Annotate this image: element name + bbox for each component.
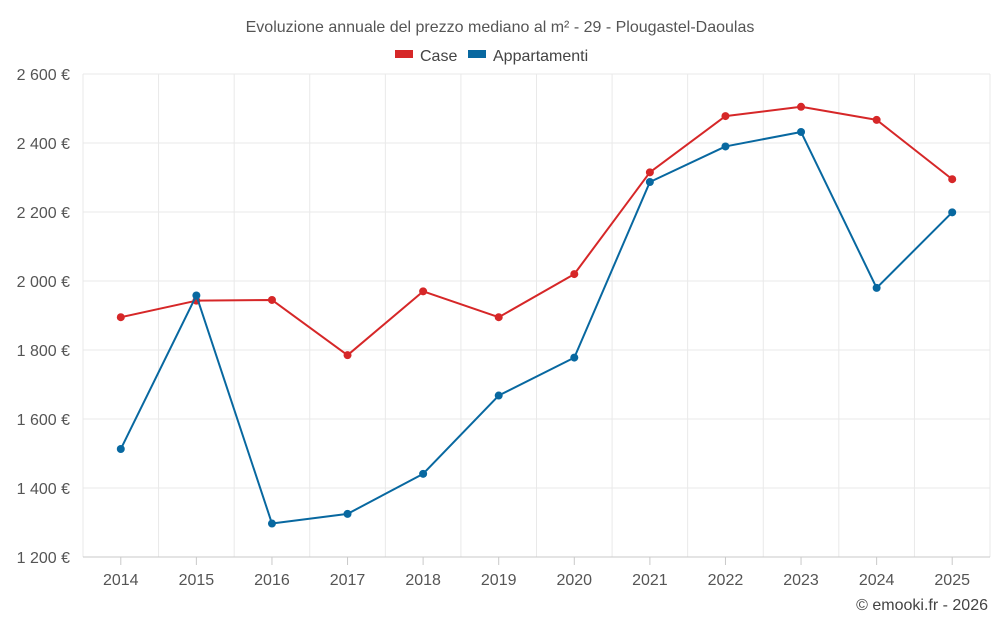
data-point-appartamenti-2022[interactable]	[721, 142, 730, 151]
data-point-appartamenti-2025[interactable]	[948, 208, 957, 217]
data-point-case-2019[interactable]	[494, 313, 503, 322]
x-tick-label: 2021	[632, 572, 668, 589]
series-appartamenti	[116, 127, 957, 528]
data-point-appartamenti-2024[interactable]	[872, 283, 881, 292]
y-tick-label: 2 000 €	[17, 274, 70, 291]
series-line-case	[120, 105, 953, 357]
x-axis-ticks: 2014 2015 2016 2017 2018 2019 2020 2021 2022 2023…	[103, 557, 970, 589]
series-case	[116, 102, 957, 360]
data-point-case-2021[interactable]	[645, 168, 654, 177]
x-tick-label: 2025	[934, 572, 970, 589]
data-point-appartamenti-2016[interactable]	[267, 519, 276, 528]
data-point-case-2017[interactable]	[343, 351, 352, 360]
data-point-appartamenti-2017[interactable]	[343, 509, 352, 518]
x-tick-label: 2015	[179, 572, 215, 589]
legend: Case Appartamenti	[395, 48, 588, 65]
data-point-case-2024[interactable]	[872, 115, 881, 124]
data-point-case-2022[interactable]	[721, 112, 730, 121]
x-tick-label: 2014	[103, 572, 139, 589]
data-point-appartamenti-2015[interactable]	[192, 291, 201, 300]
data-point-case-2016[interactable]	[267, 295, 276, 304]
data-point-case-2023[interactable]	[797, 102, 806, 111]
x-tick-label: 2023	[783, 572, 819, 589]
legend-label-appartamenti: Appartamenti	[493, 48, 588, 65]
legend-label-case: Case	[420, 48, 457, 65]
y-tick-label: 2 200 €	[17, 205, 70, 222]
y-tick-label: 1 200 €	[17, 550, 70, 567]
y-tick-label: 2 600 €	[17, 67, 70, 84]
x-tick-label: 2018	[405, 572, 441, 589]
y-tick-label: 2 400 €	[17, 136, 70, 153]
legend-swatch-appartamenti	[468, 50, 486, 58]
x-tick-label: 2020	[556, 572, 592, 589]
legend-item-appartamenti[interactable]: Appartamenti	[468, 48, 588, 65]
series-line-appartamenti	[119, 130, 953, 525]
x-gridlines	[82, 74, 991, 557]
data-point-appartamenti-2014[interactable]	[116, 445, 125, 454]
data-point-case-2014[interactable]	[116, 313, 125, 322]
data-point-appartamenti-2021[interactable]	[645, 177, 654, 186]
x-tick-label: 2022	[708, 572, 744, 589]
y-tick-label: 1 800 €	[17, 343, 70, 360]
legend-swatch-case	[395, 50, 413, 58]
y-tick-label: 1 600 €	[17, 412, 70, 429]
data-point-appartamenti-2019[interactable]	[494, 391, 503, 400]
y-tick-label: 1 400 €	[17, 481, 70, 498]
credit-text: © emooki.fr - 2026	[856, 597, 988, 614]
series-group	[116, 102, 957, 528]
x-tick-label: 2024	[859, 572, 895, 589]
data-point-appartamenti-2018[interactable]	[419, 469, 428, 478]
data-point-appartamenti-2023[interactable]	[797, 127, 806, 136]
y-axis-ticks: 1 200 € 1 400 € 1 600 € 1 800 € 2 000 € 2 200…	[17, 67, 70, 567]
x-tick-label: 2019	[481, 572, 517, 589]
legend-item-case[interactable]: Case	[395, 48, 457, 65]
x-tick-label: 2017	[330, 572, 366, 589]
data-point-appartamenti-2020[interactable]	[570, 353, 579, 362]
x-tick-label: 2016	[254, 572, 290, 589]
data-point-case-2020[interactable]	[570, 270, 579, 279]
chart-title: Evoluzione annuale del prezzo mediano al…	[246, 19, 755, 36]
data-point-case-2025[interactable]	[948, 175, 957, 184]
data-point-case-2018[interactable]	[419, 287, 428, 296]
